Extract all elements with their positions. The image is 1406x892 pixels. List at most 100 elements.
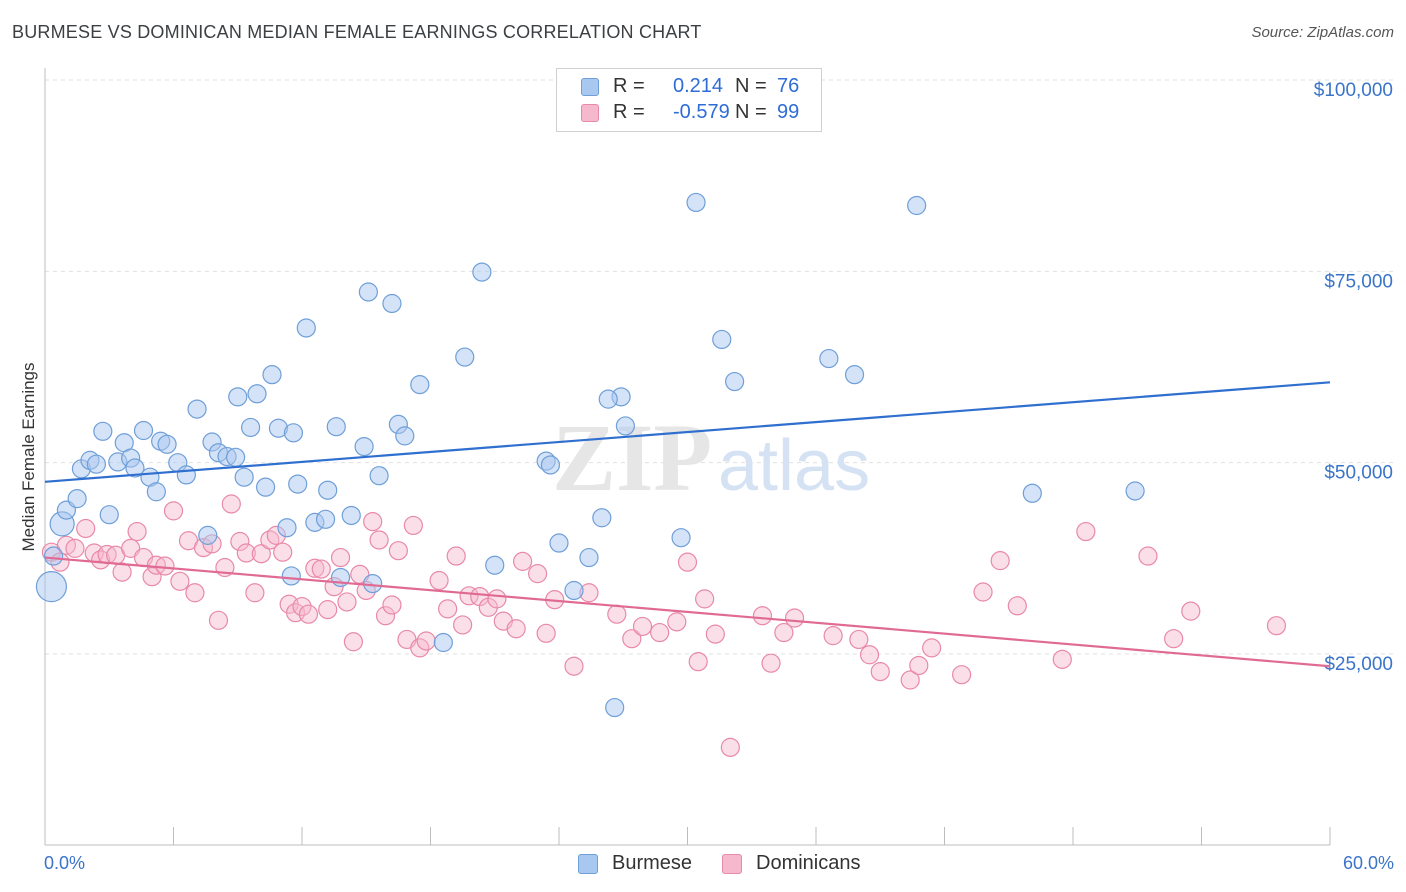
- burmese-point: [382, 293, 402, 314]
- dominican-point: [688, 652, 708, 672]
- burmese-point: [288, 474, 308, 494]
- dominican-point: [849, 629, 869, 650]
- dominican-point: [230, 531, 250, 552]
- burmese-point: [198, 525, 218, 545]
- dominican-point: [859, 645, 880, 665]
- watermark-atlas: atlas: [718, 426, 870, 506]
- burmese-point: [35, 571, 68, 603]
- dominican-point: [343, 632, 363, 652]
- burmese-point: [281, 566, 301, 586]
- burmese-point: [907, 195, 927, 216]
- dominican-point: [512, 551, 533, 571]
- burmese-point: [358, 282, 378, 302]
- dominican-point: [527, 564, 548, 584]
- dominican-point: [446, 546, 466, 566]
- dominican-point: [311, 559, 331, 579]
- legend-n-label: N =: [735, 75, 767, 97]
- dominican-point: [1181, 601, 1201, 621]
- burmese-point: [176, 465, 196, 485]
- burmese-point: [133, 420, 154, 441]
- burmese-point: [1022, 483, 1042, 503]
- burmese-point: [686, 192, 706, 213]
- burmese-point: [125, 458, 145, 478]
- dominican-point: [622, 629, 642, 649]
- burmese-point: [296, 318, 316, 338]
- dominican-point: [208, 610, 229, 630]
- legend-n-value-burmese: 76: [777, 75, 800, 97]
- legend-r-value-burmese: 0.214: [673, 75, 724, 97]
- x-tick-label-min: 0.0%: [44, 853, 85, 873]
- y-tick-labels: $25,000 $50,000 $75,000 $100,000: [1314, 80, 1393, 675]
- x-tick-label-max: 60.0%: [1343, 853, 1394, 873]
- dominican-trend-line: [44, 556, 1331, 668]
- y-tick-label: $25,000: [1324, 654, 1393, 675]
- y-tick-label: $100,000: [1314, 80, 1393, 101]
- burmese-point: [564, 580, 584, 601]
- dominican-point: [900, 670, 920, 690]
- legend-r-value-dominican: -0.579: [673, 101, 730, 123]
- burmese-point: [671, 528, 691, 548]
- burmese-point: [540, 455, 561, 475]
- burmese-point: [354, 436, 374, 457]
- dominican-point: [298, 604, 319, 624]
- dominican-point: [236, 543, 256, 563]
- watermark: ZIP atlas: [552, 404, 870, 511]
- dominican-point: [245, 583, 265, 603]
- burmese-point: [369, 466, 389, 486]
- bottom-legend-label-burmese: Burmese: [612, 852, 693, 874]
- dominican-point: [1007, 596, 1027, 616]
- burmese-point: [455, 347, 475, 367]
- dominican-point: [163, 501, 184, 521]
- burmese-point: [363, 573, 383, 594]
- dominican-point: [506, 619, 526, 639]
- dominican-point: [155, 556, 175, 576]
- burmese-point: [326, 417, 346, 437]
- burmese-point: [67, 489, 87, 509]
- dominican-point: [536, 623, 556, 643]
- dominican-point: [705, 624, 725, 644]
- dominican-point: [273, 542, 293, 562]
- burmese-point: [228, 387, 248, 407]
- trend-lines: [44, 381, 1331, 668]
- burmese-point: [99, 505, 119, 525]
- dominican-point: [752, 606, 773, 626]
- dominican-point: [76, 518, 96, 539]
- burmese-point: [433, 632, 453, 653]
- dominican-point: [112, 562, 132, 582]
- burmese-point: [605, 697, 625, 718]
- legend-n-value-dominican: 99: [777, 101, 800, 123]
- dominican-point: [487, 589, 507, 609]
- chart-title: BURMESE VS DOMINICAN MEDIAN FEMALE EARNI…: [12, 22, 702, 42]
- dominican-point: [564, 656, 584, 676]
- dominican-point: [305, 558, 325, 578]
- dominican-point: [607, 604, 627, 624]
- dominican-point: [1138, 546, 1158, 566]
- dominican-point: [922, 638, 942, 658]
- dominican-point: [650, 622, 670, 643]
- burmese-point: [86, 454, 107, 474]
- burmese-point: [410, 375, 430, 395]
- dominican-point: [823, 626, 843, 646]
- burmese-point: [226, 447, 246, 467]
- burmese-point: [712, 329, 732, 350]
- dominican-point: [170, 571, 190, 591]
- burmese-point: [157, 434, 177, 454]
- dominican-point: [221, 494, 241, 514]
- burmese-point: [579, 547, 599, 568]
- dominican-point: [952, 665, 972, 685]
- burmese-point: [43, 546, 64, 566]
- burmese-point: [315, 509, 336, 529]
- legend-swatch-dominican: [581, 104, 599, 122]
- burmese-point: [725, 371, 745, 392]
- dominican-point: [388, 541, 408, 561]
- burmese-point: [844, 365, 865, 385]
- dominican-point: [761, 653, 781, 673]
- legend-r-label: R =: [613, 101, 645, 123]
- dominican-point: [1052, 649, 1072, 669]
- dominican-points: [41, 494, 1287, 757]
- burmese-point: [241, 417, 261, 438]
- dominican-point: [438, 599, 458, 619]
- bottom-legend-swatch-burmese: [578, 854, 598, 874]
- dominican-point: [990, 551, 1010, 571]
